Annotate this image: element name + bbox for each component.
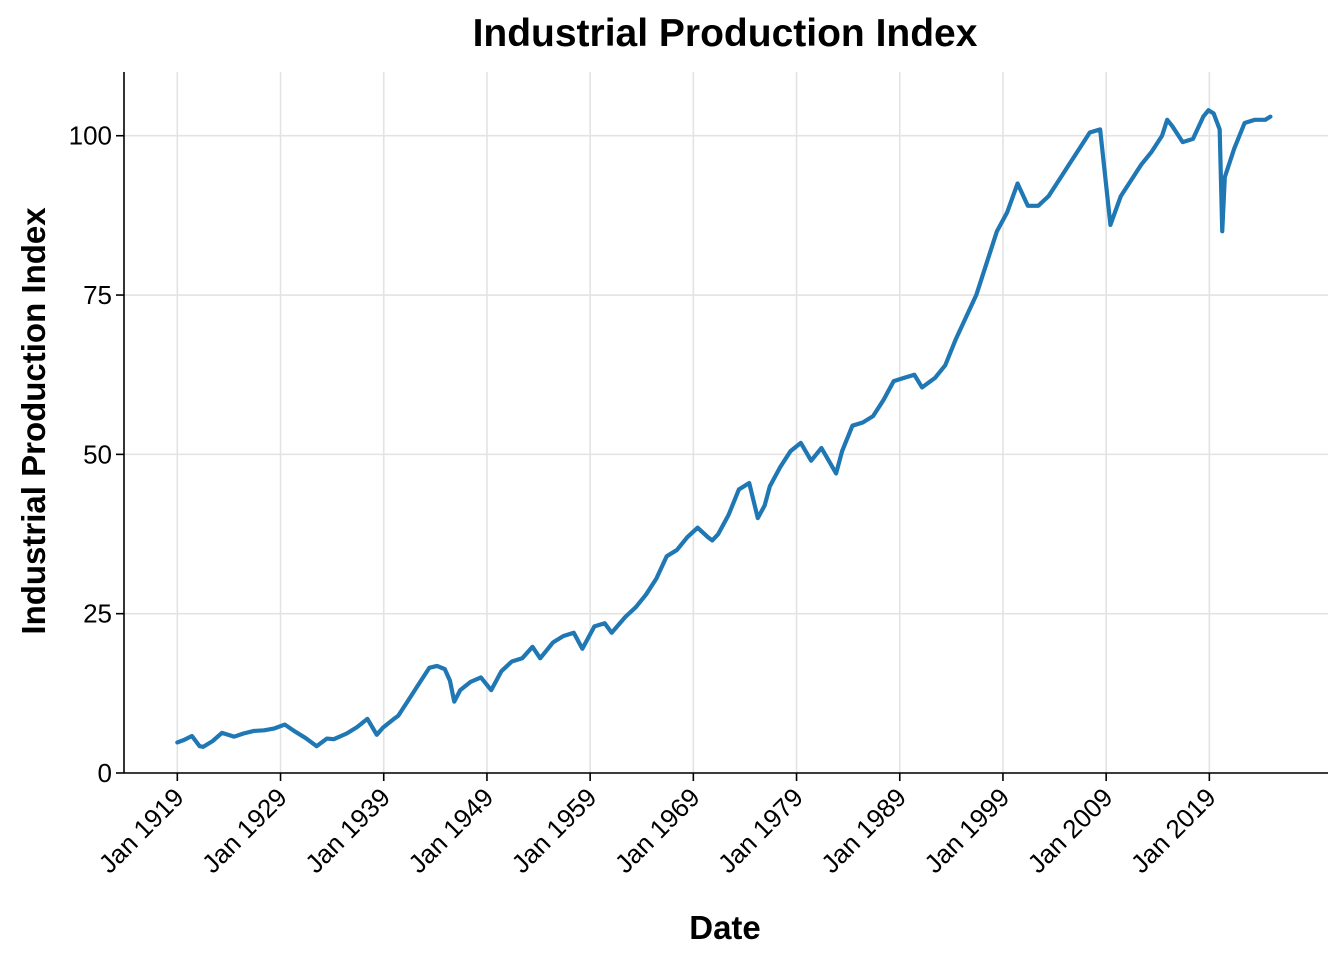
x-tick-label: Jan 1989: [815, 782, 912, 879]
x-tick-label: Jan 2009: [1022, 782, 1119, 879]
x-axis-title: Date: [689, 909, 761, 946]
x-tick-label: Jan 2019: [1125, 782, 1222, 879]
x-tick-label: Jan 1939: [299, 782, 396, 879]
x-tick-label: Jan 1929: [196, 782, 293, 879]
x-tick-label: Jan 1999: [918, 782, 1015, 879]
y-tick-label: 50: [83, 439, 112, 469]
series: [175, 108, 1273, 749]
y-axis-title: Industrial Production Index: [15, 207, 52, 635]
series-line-0: [175, 108, 1273, 749]
x-tick-label: Jan 1969: [609, 782, 706, 879]
tick-labels: Jan 1919 Jan 1929 Jan 1939 Jan 1949 Jan 1959…: [69, 121, 1222, 879]
x-tick-label: Jan 1919: [93, 782, 190, 879]
y-tick-label: 25: [83, 599, 112, 629]
axes: [116, 72, 1328, 781]
x-tick-label: Jan 1959: [506, 782, 603, 879]
x-tick-label: Jan 1979: [712, 782, 809, 879]
y-tick-label: 100: [69, 121, 112, 151]
y-tick-label: 0: [98, 758, 112, 788]
chart-title: Industrial Production Index: [473, 12, 978, 55]
gridlines: [124, 72, 1328, 774]
y-tick-label: 75: [83, 280, 112, 310]
x-tick-label: Jan 1949: [402, 782, 499, 879]
